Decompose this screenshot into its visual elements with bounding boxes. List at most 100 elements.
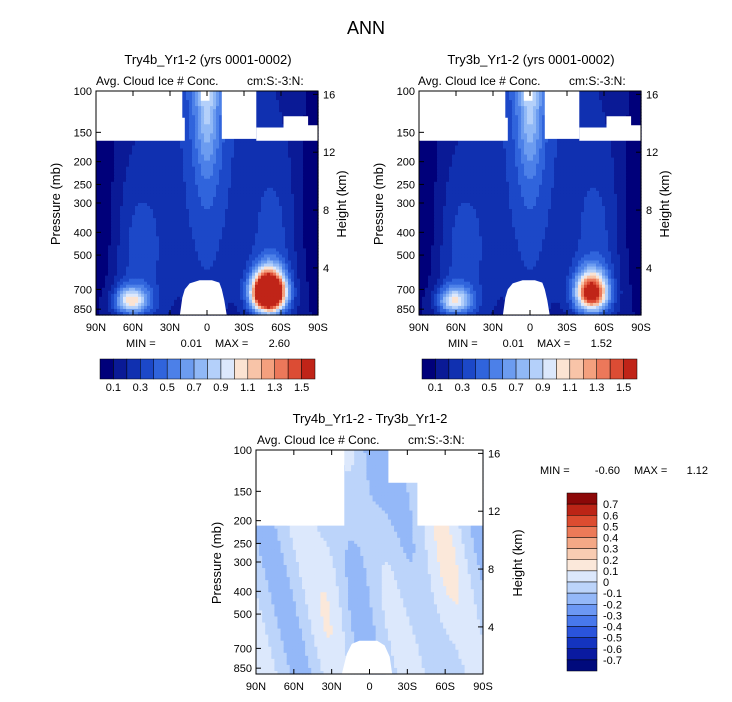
field-cell: [309, 94, 313, 98]
field-cell: [117, 169, 121, 174]
field-cell: [285, 163, 289, 168]
field-cell: [306, 166, 310, 171]
field-cell: [144, 169, 148, 174]
field-cell: [180, 169, 184, 174]
field-cell: [297, 169, 301, 174]
field-cell: [219, 172, 223, 177]
field-cell: [267, 151, 271, 156]
field-cell: [192, 163, 196, 168]
field-cell: [294, 166, 298, 171]
field-cell: [186, 175, 190, 180]
field-cell: [171, 145, 175, 150]
field-cell: [189, 118, 193, 122]
field-cell: [231, 139, 235, 144]
field-cell: [171, 166, 175, 171]
field-cell: [201, 121, 205, 125]
field-cell: [234, 142, 238, 147]
field-cell: [192, 94, 196, 98]
field-cell: [120, 148, 124, 153]
field-cell: [195, 130, 199, 134]
field-cell: [240, 160, 244, 165]
field-cell: [153, 154, 157, 159]
field-cell: [195, 157, 199, 162]
field-cell: [147, 148, 151, 153]
field-cell: [141, 163, 145, 168]
field-cell: [144, 145, 148, 150]
field-cell: [276, 97, 280, 101]
field-cell: [255, 118, 259, 122]
field-cell: [159, 163, 163, 168]
field-cell: [279, 100, 283, 104]
field-cell: [132, 172, 136, 177]
field-cell: [237, 151, 241, 156]
field-cell: [225, 154, 229, 159]
field-cell: [183, 94, 187, 98]
field-cell: [315, 139, 319, 144]
field-cell: [201, 175, 205, 180]
field-cell: [252, 148, 256, 153]
field-cell: [183, 115, 187, 119]
field-cell: [231, 145, 235, 150]
field-cell: [138, 172, 142, 177]
field-cell: [183, 160, 187, 165]
field-cell: [243, 139, 247, 144]
field-cell: [279, 172, 283, 177]
field-cell: [258, 145, 262, 150]
field-cell: [189, 145, 193, 150]
field-cell: [255, 115, 259, 119]
field-cell: [294, 97, 298, 101]
field-cell: [126, 151, 130, 156]
field-cell: [141, 148, 145, 153]
field-cell: [231, 163, 235, 168]
field-cell: [237, 172, 241, 177]
field-cell: [246, 142, 250, 147]
field-cell: [309, 157, 313, 162]
field-cell: [207, 127, 211, 131]
field-cell: [312, 169, 316, 174]
field-cell: [186, 157, 190, 162]
field-cell: [198, 151, 202, 156]
field-cell: [234, 145, 238, 150]
field-cell: [210, 169, 214, 174]
field-cell: [144, 142, 148, 147]
field-cell: [114, 157, 118, 162]
field-cell: [192, 142, 196, 147]
field-cell: [231, 172, 235, 177]
field-cell: [108, 142, 112, 147]
field-cell: [111, 145, 115, 150]
field-cell: [312, 160, 316, 165]
field-cell: [150, 145, 154, 150]
field-cell: [213, 112, 217, 116]
field-cell: [294, 106, 298, 110]
field-cell: [111, 157, 115, 162]
field-cell: [315, 109, 319, 113]
field-cell: [273, 115, 277, 119]
field-cell: [300, 151, 304, 156]
field-cell: [240, 148, 244, 153]
field-cell: [210, 103, 214, 107]
field-cell: [297, 175, 301, 180]
field-cell: [285, 166, 289, 171]
field-cell: [264, 121, 268, 125]
field-cell: [96, 154, 100, 159]
field-cell: [240, 172, 244, 177]
field-cell: [174, 169, 178, 174]
field-cell: [273, 166, 277, 171]
field-cell: [135, 166, 139, 171]
field-cell: [270, 166, 274, 171]
field-cell: [264, 172, 268, 177]
field-cell: [123, 139, 127, 144]
field-cell: [186, 163, 190, 168]
field-cell: [258, 94, 262, 98]
field-cell: [297, 94, 301, 98]
field-cell: [309, 169, 313, 174]
field-cell: [99, 139, 103, 144]
field-cell: [282, 109, 286, 113]
field-cell: [291, 175, 295, 180]
field-cell: [204, 154, 208, 159]
field-cell: [267, 148, 271, 153]
field-cell: [111, 148, 115, 153]
field-cell: [243, 175, 247, 180]
field-cell: [126, 145, 130, 150]
field-cell: [129, 145, 133, 150]
